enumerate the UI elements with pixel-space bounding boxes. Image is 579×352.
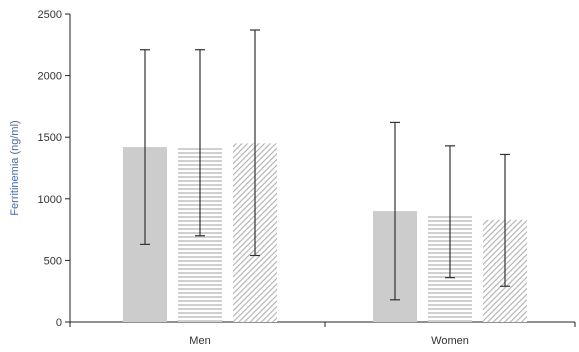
bars [123, 143, 527, 322]
y-tick-label: 2000 [38, 71, 62, 83]
y-tick-label: 500 [44, 255, 62, 267]
error-bars [140, 29, 510, 301]
axis-labels: 0 500 1000 1500 2000 2500 Men Women Ferritinemia… [9, 9, 469, 347]
y-tick-label: 2500 [38, 9, 62, 21]
x-tick-label: Women [431, 335, 469, 347]
y-tick-label: 1500 [38, 132, 62, 144]
x-tick-label: Men [189, 335, 210, 347]
y-tick-label: 0 [56, 317, 62, 329]
y-tick-label: 1000 [38, 194, 62, 206]
y-axis-title: Ferritinemia (ng/ml) [9, 120, 21, 215]
